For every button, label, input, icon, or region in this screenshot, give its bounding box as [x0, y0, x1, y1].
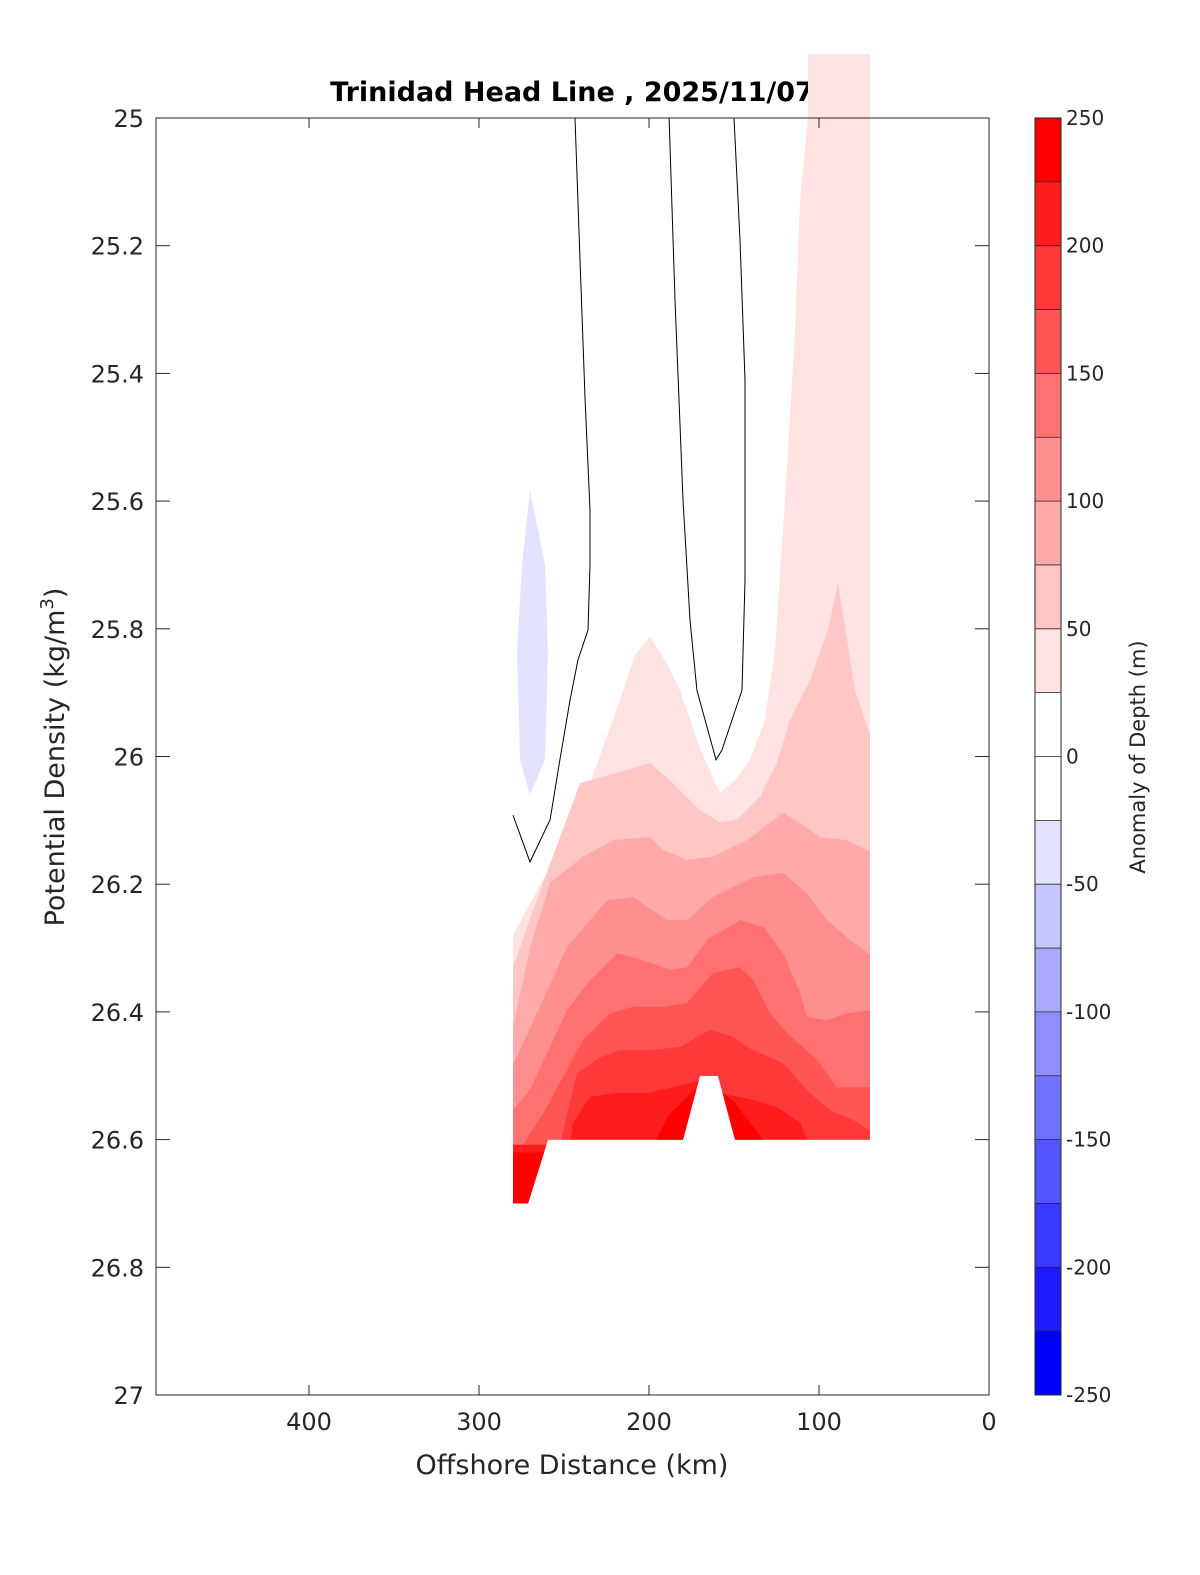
colorbar-tick-label: -50 — [1066, 872, 1099, 896]
colorbar-bin — [1035, 501, 1061, 565]
colorbar-bin — [1035, 1139, 1061, 1204]
colorbar-bin — [1035, 1075, 1061, 1140]
zero-contour-line — [512, 117, 591, 864]
colorbar-tick-label: 50 — [1066, 617, 1091, 641]
x-tick-label: 400 — [286, 1408, 332, 1436]
colorbar-bin — [1035, 245, 1061, 310]
y-tick-label: 27 — [113, 1382, 144, 1410]
colorbar-bin — [1035, 1011, 1061, 1076]
colorbar-bin — [1035, 692, 1061, 757]
x-tick-label: 0 — [981, 1408, 996, 1436]
colorbar-tick-label: 150 — [1066, 361, 1104, 385]
x-tick-label: 100 — [796, 1408, 842, 1436]
colorbar-bin — [1035, 309, 1061, 374]
y-axis-label-main: Potential Density (kg/m — [40, 610, 71, 927]
y-tick-label: 25.4 — [91, 360, 144, 388]
colorbar-bin — [1035, 884, 1061, 949]
colorbar-bin — [1035, 1331, 1061, 1395]
colorbar-bin — [1035, 564, 1061, 629]
y-axis-label: Potential Density (kg/m3) — [37, 588, 71, 927]
x-tick-label: 200 — [626, 1408, 672, 1436]
colorbar-label: Anomaly of Depth (m) — [1126, 640, 1150, 873]
axis-ticks: 400 300 200 100 0 25 25.2 25.4 25.6 25.8 26 26.2 26.… — [91, 105, 997, 1436]
colorbar-bin — [1035, 628, 1061, 693]
y-tick-label: 25 — [113, 105, 144, 133]
y-tick-label: 26 — [113, 744, 144, 772]
colorbar-bin — [1035, 1267, 1061, 1332]
colorbar-tick-label: -200 — [1066, 1255, 1111, 1279]
chart-title: Trinidad Head Line , 2025/11/07 — [330, 77, 814, 108]
colorbar-bin — [1035, 373, 1061, 438]
colorbar-bin — [1035, 118, 1061, 182]
y-tick-label: 25.8 — [91, 616, 144, 644]
colorbar-bin — [1035, 1203, 1061, 1268]
y-tick-label: 26.8 — [91, 1254, 144, 1282]
colorbar-tick-label: 200 — [1066, 234, 1104, 258]
colorbar-bin — [1035, 181, 1061, 246]
x-axis-label: Offshore Distance (km) — [416, 1450, 729, 1481]
zero-contour-line — [668, 117, 746, 761]
colorbar: 250 200 150 100 50 0 -50 -100 -150 -200 -250 — [1034, 106, 1111, 1407]
colorbar-bin — [1035, 756, 1061, 821]
zero-contour-lines — [512, 117, 746, 864]
colorbar-bin — [1035, 948, 1061, 1012]
y-tick-label: 26.4 — [91, 999, 144, 1027]
colorbar-tick-label: -100 — [1066, 1000, 1111, 1024]
y-tick-label: 26.2 — [91, 871, 144, 899]
y-tick-label: 26.6 — [91, 1127, 144, 1155]
colorbar-bin — [1035, 437, 1061, 502]
y-axis-label-close: ) — [40, 588, 71, 599]
colorbar-tick-label: 0 — [1066, 745, 1079, 769]
colorbar-tick-label: -250 — [1066, 1383, 1111, 1407]
colorbar-tick-label: 100 — [1066, 489, 1104, 513]
y-tick-label: 25.6 — [91, 488, 144, 516]
contour-fill-level--25 — [517, 490, 548, 795]
x-tick-label: 300 — [456, 1408, 502, 1436]
colorbar-frame — [1034, 117, 1062, 1396]
colorbar-tick-label: 250 — [1066, 106, 1104, 130]
y-axis-label-superscript: 3 — [37, 598, 58, 609]
y-tick-label: 25.2 — [91, 233, 144, 261]
colorbar-bin — [1035, 820, 1061, 885]
colorbar-tick-label: -150 — [1066, 1128, 1111, 1152]
